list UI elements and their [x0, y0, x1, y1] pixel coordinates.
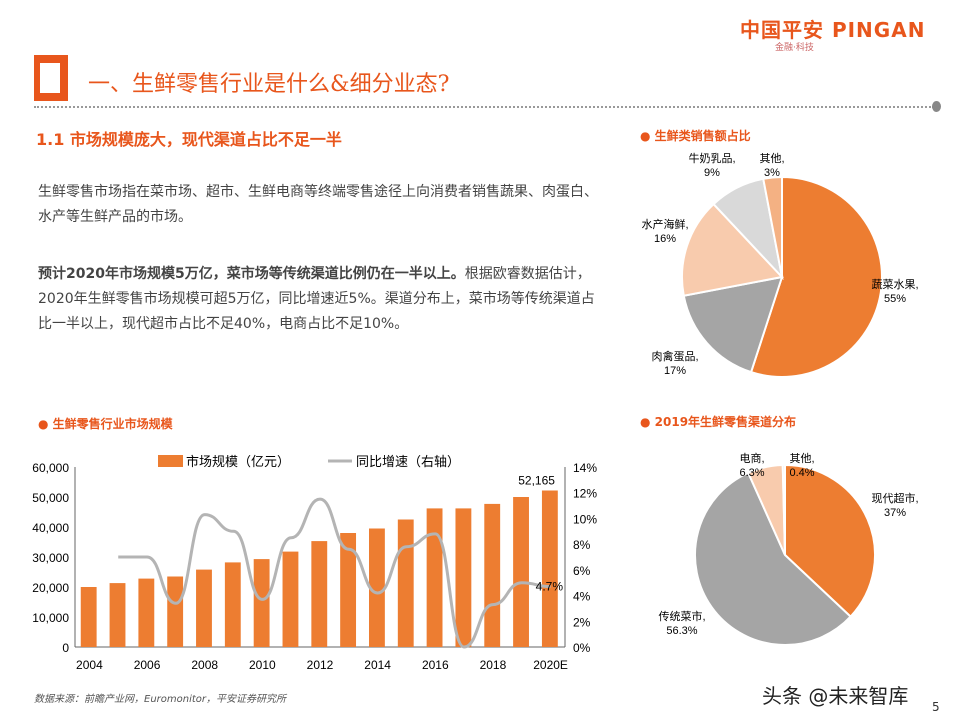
bar [426, 508, 443, 647]
slice-value: 6.3% [739, 467, 764, 479]
slice-label: 蔬菜水果, [871, 278, 918, 291]
pie-chart-channels: 现代超市, 37% 传统菜市, 56.3% 电商, 6.3% 其他, 0.4% [658, 451, 919, 646]
bar [282, 551, 299, 647]
legend-bar-swatch [158, 455, 183, 467]
bar [397, 519, 414, 647]
slice-value: 55% [884, 293, 906, 305]
x-tick-label: 2006 [134, 658, 161, 672]
legend-bar-label: 市场规模（亿元） [186, 454, 290, 469]
slice-label: 肉禽蛋品, [651, 349, 698, 363]
section-subtitle: 1.1 市场规模庞大，现代渠道占比不足一半 [36, 130, 342, 149]
x-tick-label: 2016 [422, 658, 449, 672]
y2-tick-label: 4% [573, 590, 591, 604]
paragraph-estimate: 预计2020年市场规模5万亿，菜市场等传统渠道比例仍在一半以上。根据欧睿数据估计… [38, 262, 608, 337]
x-tick-label: 2014 [364, 658, 391, 672]
pie-slice [749, 175, 883, 378]
bar [109, 583, 126, 647]
y-tick-label: 40,000 [32, 521, 69, 535]
slice-value: 0.4% [789, 467, 814, 479]
slice-label: 水产海鲜, [641, 217, 688, 231]
paragraph-body: 根据欧睿数据估计，2020年生鲜零售市场规模可超5万亿，同比增速近5%。渠道分布… [38, 266, 595, 332]
y-tick-label: 50,000 [32, 491, 69, 505]
slice-value: 9% [704, 167, 720, 179]
x-tick-label: 2008 [191, 658, 218, 672]
legend-line-label: 同比增速（右轴） [356, 454, 460, 469]
pie-slice [784, 463, 876, 619]
y-tick-label: 30,000 [32, 551, 69, 565]
paragraph-definition: 生鲜零售市场指在菜市场、超市、生鲜电商等终端零售途径上向消费者销售蔬果、肉蛋白、… [38, 184, 598, 225]
slice-value: 56.3% [666, 625, 697, 637]
pie-slice [682, 275, 784, 374]
growth-line [118, 497, 551, 649]
slice-value: 3% [764, 167, 780, 179]
divider [34, 106, 934, 108]
pie-slice [694, 471, 853, 646]
y-tick-label: 10,000 [32, 611, 69, 625]
x-tick-label: 2012 [307, 658, 334, 672]
slice-value: 17% [664, 365, 686, 377]
logo-tagline: 金融·科技 [775, 43, 814, 53]
pie1-title: ● 生鲜类销售额占比 [640, 129, 751, 143]
page-number: 5 [932, 700, 940, 714]
y-tick-label: 60,000 [32, 461, 69, 475]
y2-tick-label: 6% [573, 564, 591, 578]
bar-chart-title: ● 生鲜零售行业市场规模 [38, 417, 173, 431]
bar [541, 490, 558, 647]
y2-tick-label: 2% [573, 615, 591, 629]
y2-tick-label: 0% [573, 641, 591, 655]
slice-label: 现代超市, [871, 491, 918, 505]
pie-chart-categories: 蔬菜水果, 55% 肉禽蛋品, 17% 水产海鲜, 16% 牛奶乳品, 9% 其他, 3% [641, 151, 919, 378]
combo-chart: 0 10,000 20,000 30,000 40,000 50,000 60,000 0% 2… [32, 454, 597, 672]
paragraph-bold: 预计2020年市场规模5万亿，菜市场等传统渠道比例仍在一半以上。 [38, 266, 465, 282]
data-source: 数据来源：前瞻产业网，Euromonitor，平安证券研究所 [34, 694, 287, 705]
pencil-icon [34, 55, 68, 101]
watermark: 头条 @未来智库 [762, 684, 909, 708]
data-label: 4.7% [536, 580, 564, 594]
bar [138, 578, 155, 647]
bar [167, 576, 184, 647]
data-label: 52,165 [518, 474, 555, 488]
y2-tick-label: 10% [573, 512, 597, 526]
bar [80, 587, 97, 647]
pie1-title-text: 生鲜类销售额占比 [654, 129, 751, 143]
bar [340, 533, 357, 647]
y2-tick-label: 14% [573, 461, 597, 475]
slice-label: 传统菜市, [658, 609, 705, 623]
bar [455, 508, 472, 647]
slice-label: 电商, [739, 451, 764, 465]
pie2-title: ● 2019年生鲜零售渠道分布 [640, 415, 797, 429]
pie-slice [681, 202, 784, 297]
page-title: 一、生鲜零售行业是什么&细分业态? [88, 72, 450, 97]
y-tick-label: 0 [62, 641, 69, 655]
x-tick-label: 2020E [533, 658, 568, 672]
y-tick-label: 20,000 [32, 581, 69, 595]
pie2-title-text: 2019年生鲜零售渠道分布 [654, 415, 797, 429]
slice-label: 其他, [759, 152, 784, 165]
divider-dot [932, 101, 941, 112]
pie-slice [762, 175, 783, 278]
bar [513, 497, 529, 647]
bar [253, 559, 270, 647]
slice-value: 16% [654, 233, 676, 245]
slice-label: 牛奶乳品, [688, 151, 735, 165]
y2-tick-label: 8% [573, 538, 591, 552]
y2-tick-label: 12% [573, 487, 597, 501]
bar [311, 541, 328, 647]
pingan-logo: 中国平安 PINGAN [740, 18, 926, 42]
x-tick-label: 2010 [249, 658, 276, 672]
x-tick-label: 2004 [76, 658, 103, 672]
bar [484, 503, 501, 647]
bar [224, 562, 241, 647]
slice-value: 37% [884, 507, 906, 519]
bar [196, 569, 212, 647]
bar-chart-title-text: 生鲜零售行业市场规模 [52, 417, 173, 431]
bar [369, 528, 385, 647]
slice-label: 其他, [789, 452, 814, 465]
pie-slice [781, 463, 786, 556]
x-tick-label: 2018 [480, 658, 507, 672]
